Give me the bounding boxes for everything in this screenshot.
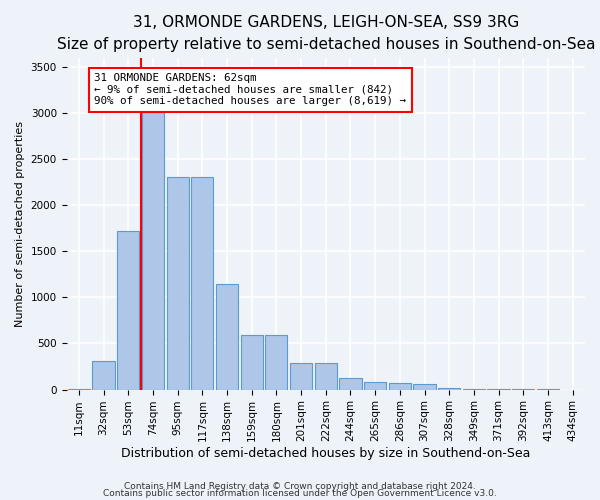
Bar xyxy=(167,178,189,390)
Bar xyxy=(216,284,238,390)
Bar xyxy=(92,361,115,390)
Bar xyxy=(142,108,164,390)
Text: 31 ORMONDE GARDENS: 62sqm
← 9% of semi-detached houses are smaller (842)
90% of : 31 ORMONDE GARDENS: 62sqm ← 9% of semi-d… xyxy=(94,73,406,106)
Text: Contains HM Land Registry data © Crown copyright and database right 2024.: Contains HM Land Registry data © Crown c… xyxy=(124,482,476,491)
Bar xyxy=(117,231,139,390)
Text: Contains public sector information licensed under the Open Government Licence v3: Contains public sector information licen… xyxy=(103,490,497,498)
Title: 31, ORMONDE GARDENS, LEIGH-ON-SEA, SS9 3RG
Size of property relative to semi-det: 31, ORMONDE GARDENS, LEIGH-ON-SEA, SS9 3… xyxy=(56,15,595,52)
Y-axis label: Number of semi-detached properties: Number of semi-detached properties xyxy=(15,120,25,326)
X-axis label: Distribution of semi-detached houses by size in Southend-on-Sea: Distribution of semi-detached houses by … xyxy=(121,447,530,460)
Bar xyxy=(463,388,485,390)
Bar xyxy=(241,335,263,390)
Bar xyxy=(191,178,214,390)
Bar xyxy=(438,388,460,390)
Bar xyxy=(364,382,386,390)
Bar xyxy=(340,378,362,390)
Bar xyxy=(314,363,337,390)
Bar xyxy=(265,335,287,390)
Bar xyxy=(413,384,436,390)
Bar xyxy=(290,363,312,390)
Bar xyxy=(389,383,411,390)
